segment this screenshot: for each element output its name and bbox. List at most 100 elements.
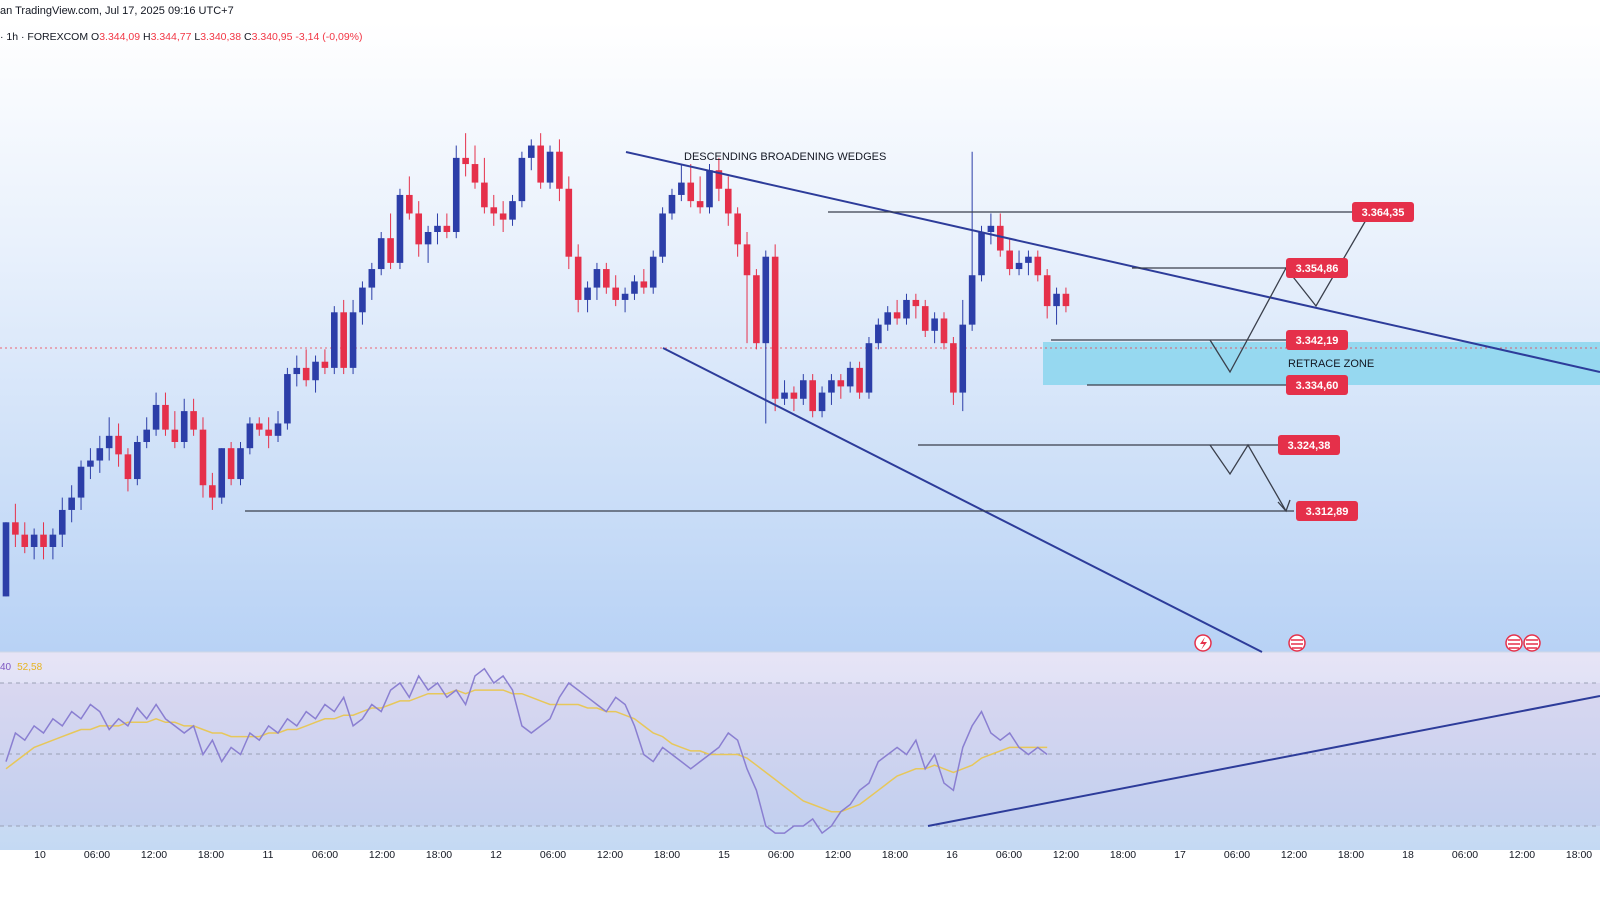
- candle-down[interactable]: [1006, 250, 1013, 270]
- candle-down[interactable]: [790, 392, 798, 399]
- candle-down[interactable]: [743, 244, 751, 276]
- candle-down[interactable]: [406, 194, 413, 214]
- candle-up[interactable]: [1053, 293, 1060, 307]
- candle-up[interactable]: [875, 324, 882, 344]
- candle-up[interactable]: [30, 534, 38, 547]
- candle-down[interactable]: [912, 299, 920, 307]
- candle-down[interactable]: [603, 269, 610, 288]
- candle-up[interactable]: [865, 343, 873, 393]
- candle-up[interactable]: [968, 275, 976, 325]
- candle-up[interactable]: [293, 367, 301, 375]
- lightning-event-icon[interactable]: [1194, 634, 1212, 652]
- candle-up[interactable]: [678, 182, 685, 195]
- candle-up[interactable]: [659, 213, 666, 257]
- candle-down[interactable]: [893, 312, 901, 319]
- candle-up[interactable]: [143, 429, 150, 442]
- price-label-3312[interactable]: 3.312,89: [1296, 501, 1358, 521]
- price-label-3364[interactable]: 3.364,35: [1352, 202, 1414, 222]
- candle-up[interactable]: [134, 442, 141, 480]
- candle-down[interactable]: [40, 534, 47, 547]
- candle-up[interactable]: [800, 380, 807, 399]
- candle-up[interactable]: [593, 269, 601, 288]
- candle-up[interactable]: [668, 194, 676, 214]
- candle-up[interactable]: [2, 522, 10, 597]
- candle-up[interactable]: [884, 312, 892, 325]
- candle-up[interactable]: [331, 312, 338, 368]
- candle-down[interactable]: [190, 411, 197, 430]
- candle-down[interactable]: [753, 275, 760, 344]
- candle-down[interactable]: [124, 454, 132, 480]
- candle-up[interactable]: [87, 460, 94, 467]
- candle-down[interactable]: [687, 182, 695, 202]
- candle-up[interactable]: [58, 509, 66, 535]
- candle-up[interactable]: [584, 287, 591, 300]
- candle-up[interactable]: [246, 423, 254, 449]
- candle-up[interactable]: [527, 145, 535, 158]
- wedge-upper-line[interactable]: [625, 151, 1600, 373]
- candle-down[interactable]: [950, 343, 957, 393]
- candle-up[interactable]: [274, 423, 282, 436]
- time-axis[interactable]: 10 06:00 12:00 18:00 11 06:00 12:00 18:00 12 06:0…: [34, 849, 1600, 861]
- candle-down[interactable]: [255, 423, 263, 430]
- candle-down[interactable]: [265, 429, 272, 436]
- candle-down[interactable]: [115, 435, 122, 455]
- candle-down[interactable]: [162, 404, 169, 430]
- candle-up[interactable]: [781, 392, 788, 399]
- candle-down[interactable]: [724, 188, 732, 214]
- candle-down[interactable]: [837, 380, 845, 387]
- price-label-3354[interactable]: 3.354,86: [1286, 258, 1348, 278]
- candle-down[interactable]: [199, 429, 207, 486]
- candle-up[interactable]: [312, 361, 319, 381]
- candle-up[interactable]: [237, 448, 244, 480]
- candle-down[interactable]: [1062, 293, 1070, 307]
- candle-up[interactable]: [1015, 262, 1023, 270]
- candle-down[interactable]: [1034, 256, 1042, 276]
- candle-down[interactable]: [462, 157, 469, 165]
- candle-up[interactable]: [846, 367, 854, 387]
- candle-down[interactable]: [715, 170, 723, 189]
- candle-up[interactable]: [931, 318, 938, 331]
- candle-up[interactable]: [396, 194, 404, 263]
- candle-up[interactable]: [762, 256, 770, 344]
- candle-down[interactable]: [443, 225, 451, 232]
- candle-down[interactable]: [565, 188, 573, 257]
- candle-down[interactable]: [490, 207, 498, 214]
- price-label-3334[interactable]: 3.334,60: [1286, 375, 1348, 395]
- candle-up[interactable]: [68, 497, 75, 510]
- candle-up[interactable]: [649, 256, 657, 288]
- candle-down[interactable]: [734, 213, 741, 245]
- candle-up[interactable]: [105, 435, 113, 449]
- candle-up[interactable]: [96, 448, 104, 461]
- candle-up[interactable]: [903, 299, 910, 319]
- candle-down[interactable]: [171, 429, 179, 442]
- candle-down[interactable]: [340, 312, 347, 368]
- candle-down[interactable]: [302, 367, 310, 381]
- candle-down[interactable]: [856, 367, 863, 393]
- candle-down[interactable]: [537, 145, 544, 183]
- candle-down[interactable]: [481, 182, 488, 208]
- candle-down[interactable]: [12, 522, 19, 535]
- candle-up[interactable]: [509, 201, 516, 220]
- price-label-3342[interactable]: 3.342,19: [1286, 330, 1348, 350]
- rsi-trendline[interactable]: [927, 695, 1600, 827]
- price-label-3324[interactable]: 3.324,38: [1278, 435, 1340, 455]
- candle-up[interactable]: [452, 157, 460, 232]
- bear-projection-path[interactable]: [1209, 443, 1287, 512]
- candle-up[interactable]: [218, 448, 226, 498]
- candle-down[interactable]: [574, 256, 582, 300]
- candle-up[interactable]: [818, 392, 826, 412]
- candle-up[interactable]: [377, 238, 385, 270]
- candle-up[interactable]: [152, 404, 160, 430]
- candle-up[interactable]: [359, 287, 366, 313]
- candle-up[interactable]: [546, 151, 554, 183]
- candle-up[interactable]: [349, 312, 357, 368]
- candle-up[interactable]: [77, 466, 85, 498]
- candle-down[interactable]: [556, 151, 563, 189]
- candle-down[interactable]: [640, 281, 648, 288]
- candle-up[interactable]: [631, 281, 638, 294]
- candle-down[interactable]: [612, 287, 619, 300]
- candle-up[interactable]: [368, 269, 376, 288]
- candle-up[interactable]: [1025, 256, 1032, 263]
- wedge-lower-line[interactable]: [662, 347, 1263, 653]
